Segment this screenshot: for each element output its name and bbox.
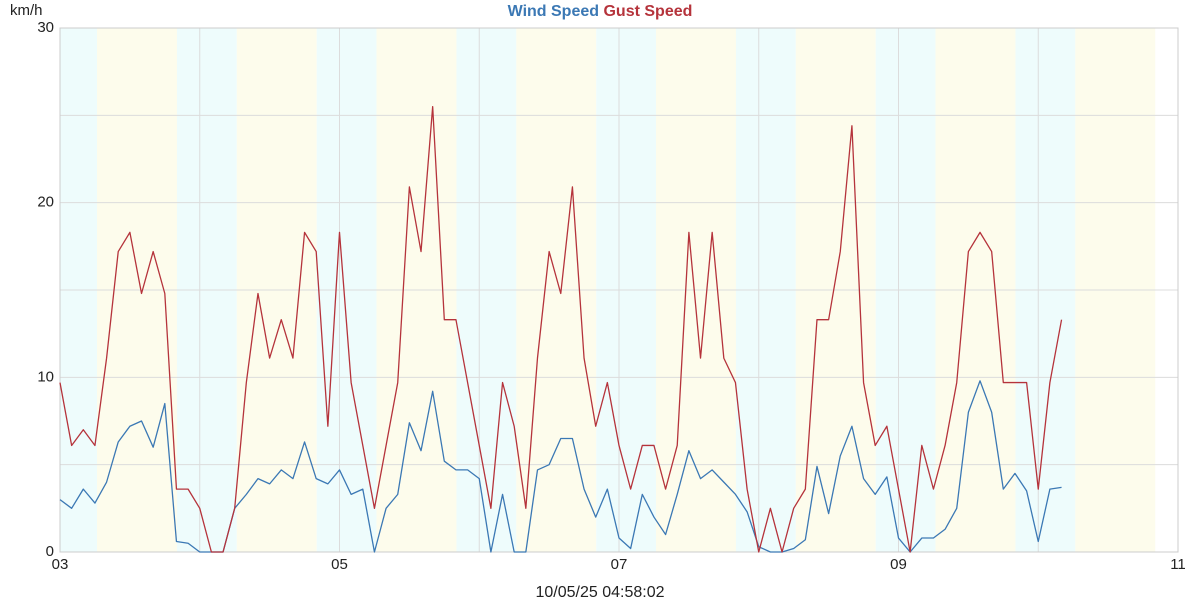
- x-tick-label: 07: [611, 556, 628, 573]
- y-tick-label: 0: [46, 543, 54, 560]
- legend-entry: Gust Speed: [603, 3, 692, 20]
- plot-frame: [59, 27, 1179, 553]
- x-tick-label: 09: [890, 556, 907, 573]
- series-line: [59, 105, 1063, 553]
- x-tick-label: 03: [52, 556, 69, 573]
- x-tick-label: 05: [331, 556, 348, 573]
- y-tick-label: 10: [37, 368, 54, 385]
- legend-entry: Wind Speed: [508, 3, 599, 20]
- legend: Wind Speed Gust Speed: [508, 3, 693, 20]
- footer-timestamp: 10/05/25 04:58:02: [535, 584, 664, 600]
- y-axis-label: km/h: [10, 2, 43, 19]
- y-tick-label: 30: [37, 19, 54, 36]
- y-tick-label: 20: [37, 194, 54, 211]
- x-tick-label: 11: [1170, 556, 1186, 573]
